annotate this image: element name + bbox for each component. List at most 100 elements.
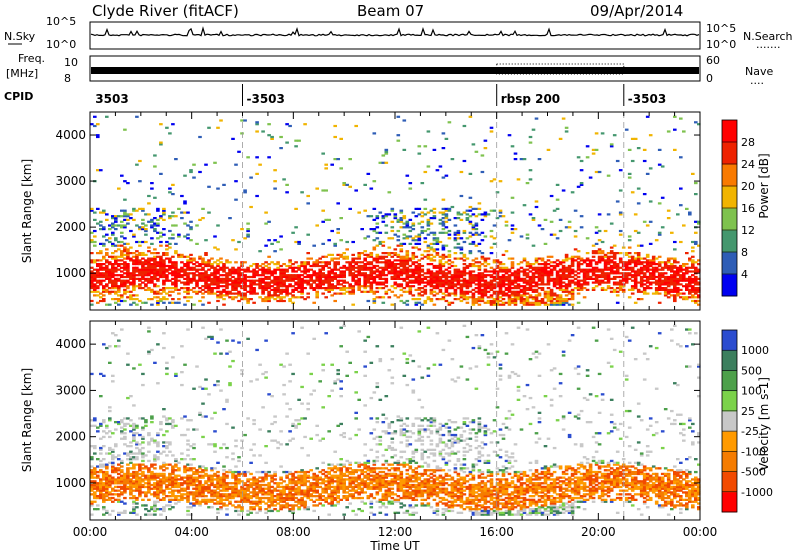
heat-cell (390, 275, 395, 279)
heat-cell (495, 294, 500, 297)
heat-cell (402, 217, 407, 220)
freq-tick-low: 8 (64, 72, 71, 85)
heat-cell (513, 296, 518, 299)
heat-cell (129, 296, 133, 299)
heat-cell (93, 493, 97, 496)
heat-cell (165, 454, 169, 457)
heat-cell (135, 478, 139, 481)
heat-cell (93, 472, 97, 476)
heat-cell (93, 480, 97, 483)
heat-cell (663, 277, 668, 280)
heat-cell (489, 274, 494, 277)
heat-cell (153, 441, 157, 444)
heat-cell (147, 509, 151, 513)
heat-cell (507, 296, 512, 299)
heat-cell (372, 281, 377, 284)
heat-cell (642, 148, 647, 151)
heat-cell (366, 255, 371, 258)
heat-cell (135, 506, 139, 509)
heat-cell (612, 255, 617, 258)
heat-cell (99, 446, 103, 450)
heat-cell (435, 285, 440, 288)
heat-cell (663, 288, 668, 291)
heat-cell (342, 288, 346, 291)
heat-cell (525, 263, 530, 266)
heat-cell (222, 298, 226, 301)
heat-cell (555, 281, 560, 284)
heat-cell (459, 246, 464, 249)
heat-cell (691, 250, 695, 253)
heat-cell (279, 248, 283, 251)
heat-cell (435, 279, 440, 282)
heat-cell (171, 454, 175, 457)
heat-cell (660, 268, 665, 271)
heat-cell (591, 274, 596, 277)
heat-cell (201, 275, 205, 279)
heat-cell (132, 424, 136, 427)
heat-cell (654, 266, 659, 269)
heat-cell (453, 239, 458, 242)
heat-cell (165, 485, 169, 489)
heat-cell (426, 250, 431, 253)
heat-cell (165, 277, 169, 280)
heat-cell (195, 487, 199, 490)
heat-cell (573, 248, 578, 251)
heat-cell (177, 469, 181, 472)
heat-cell (174, 482, 178, 485)
heat-cell (141, 480, 145, 483)
heat-cell (267, 277, 271, 280)
heat-cell (603, 288, 608, 291)
heat-cell (474, 244, 479, 247)
heat-cell (258, 264, 262, 268)
heat-cell (495, 298, 500, 301)
heat-cell (90, 493, 94, 496)
heat-cell (123, 237, 127, 240)
heat-cell (682, 130, 686, 133)
nave-tick-high: 60 (706, 54, 720, 67)
heat-cell (468, 283, 473, 286)
heat-cell (561, 189, 566, 192)
heat-cell (576, 301, 581, 304)
heat-cell (513, 272, 518, 275)
heat-cell (537, 274, 542, 277)
heat-cell (429, 257, 434, 260)
heat-cell (114, 478, 118, 481)
heat-cell (540, 257, 545, 260)
heat-cell (579, 259, 584, 262)
heat-cell (495, 299, 500, 303)
heat-cell (135, 513, 139, 516)
heat-cell (195, 493, 199, 496)
heat-cell (375, 261, 380, 264)
heat-cell (273, 283, 277, 286)
heat-cell (567, 257, 572, 260)
heat-cell (666, 279, 671, 282)
heat-cell (147, 266, 151, 269)
heat-cell (93, 417, 97, 420)
heat-cell (459, 272, 464, 275)
heat-cell (90, 274, 94, 277)
heat-cell (645, 259, 650, 262)
heat-cell (156, 218, 160, 221)
heat-cell (384, 224, 389, 227)
heat-cell (691, 287, 695, 290)
heat-cell (399, 211, 404, 214)
heat-cell (450, 275, 455, 279)
colorbar-tick-label: 4 (741, 268, 748, 281)
heat-cell (117, 224, 121, 227)
heat-cell (156, 456, 160, 459)
heat-cell (309, 275, 313, 279)
heat-cell (393, 213, 398, 216)
heat-cell (336, 287, 340, 290)
heat-cell (189, 277, 193, 280)
heat-cell (657, 231, 662, 234)
heat-cell (123, 128, 127, 131)
heat-cell (264, 283, 268, 286)
heat-cell (132, 474, 136, 477)
heat-cell (435, 239, 440, 242)
heat-cell (498, 180, 503, 183)
heat-cell (372, 229, 377, 233)
heat-cell (162, 489, 166, 492)
heat-cell (673, 115, 677, 118)
heat-cell (363, 259, 367, 262)
heat-cell (561, 270, 566, 273)
